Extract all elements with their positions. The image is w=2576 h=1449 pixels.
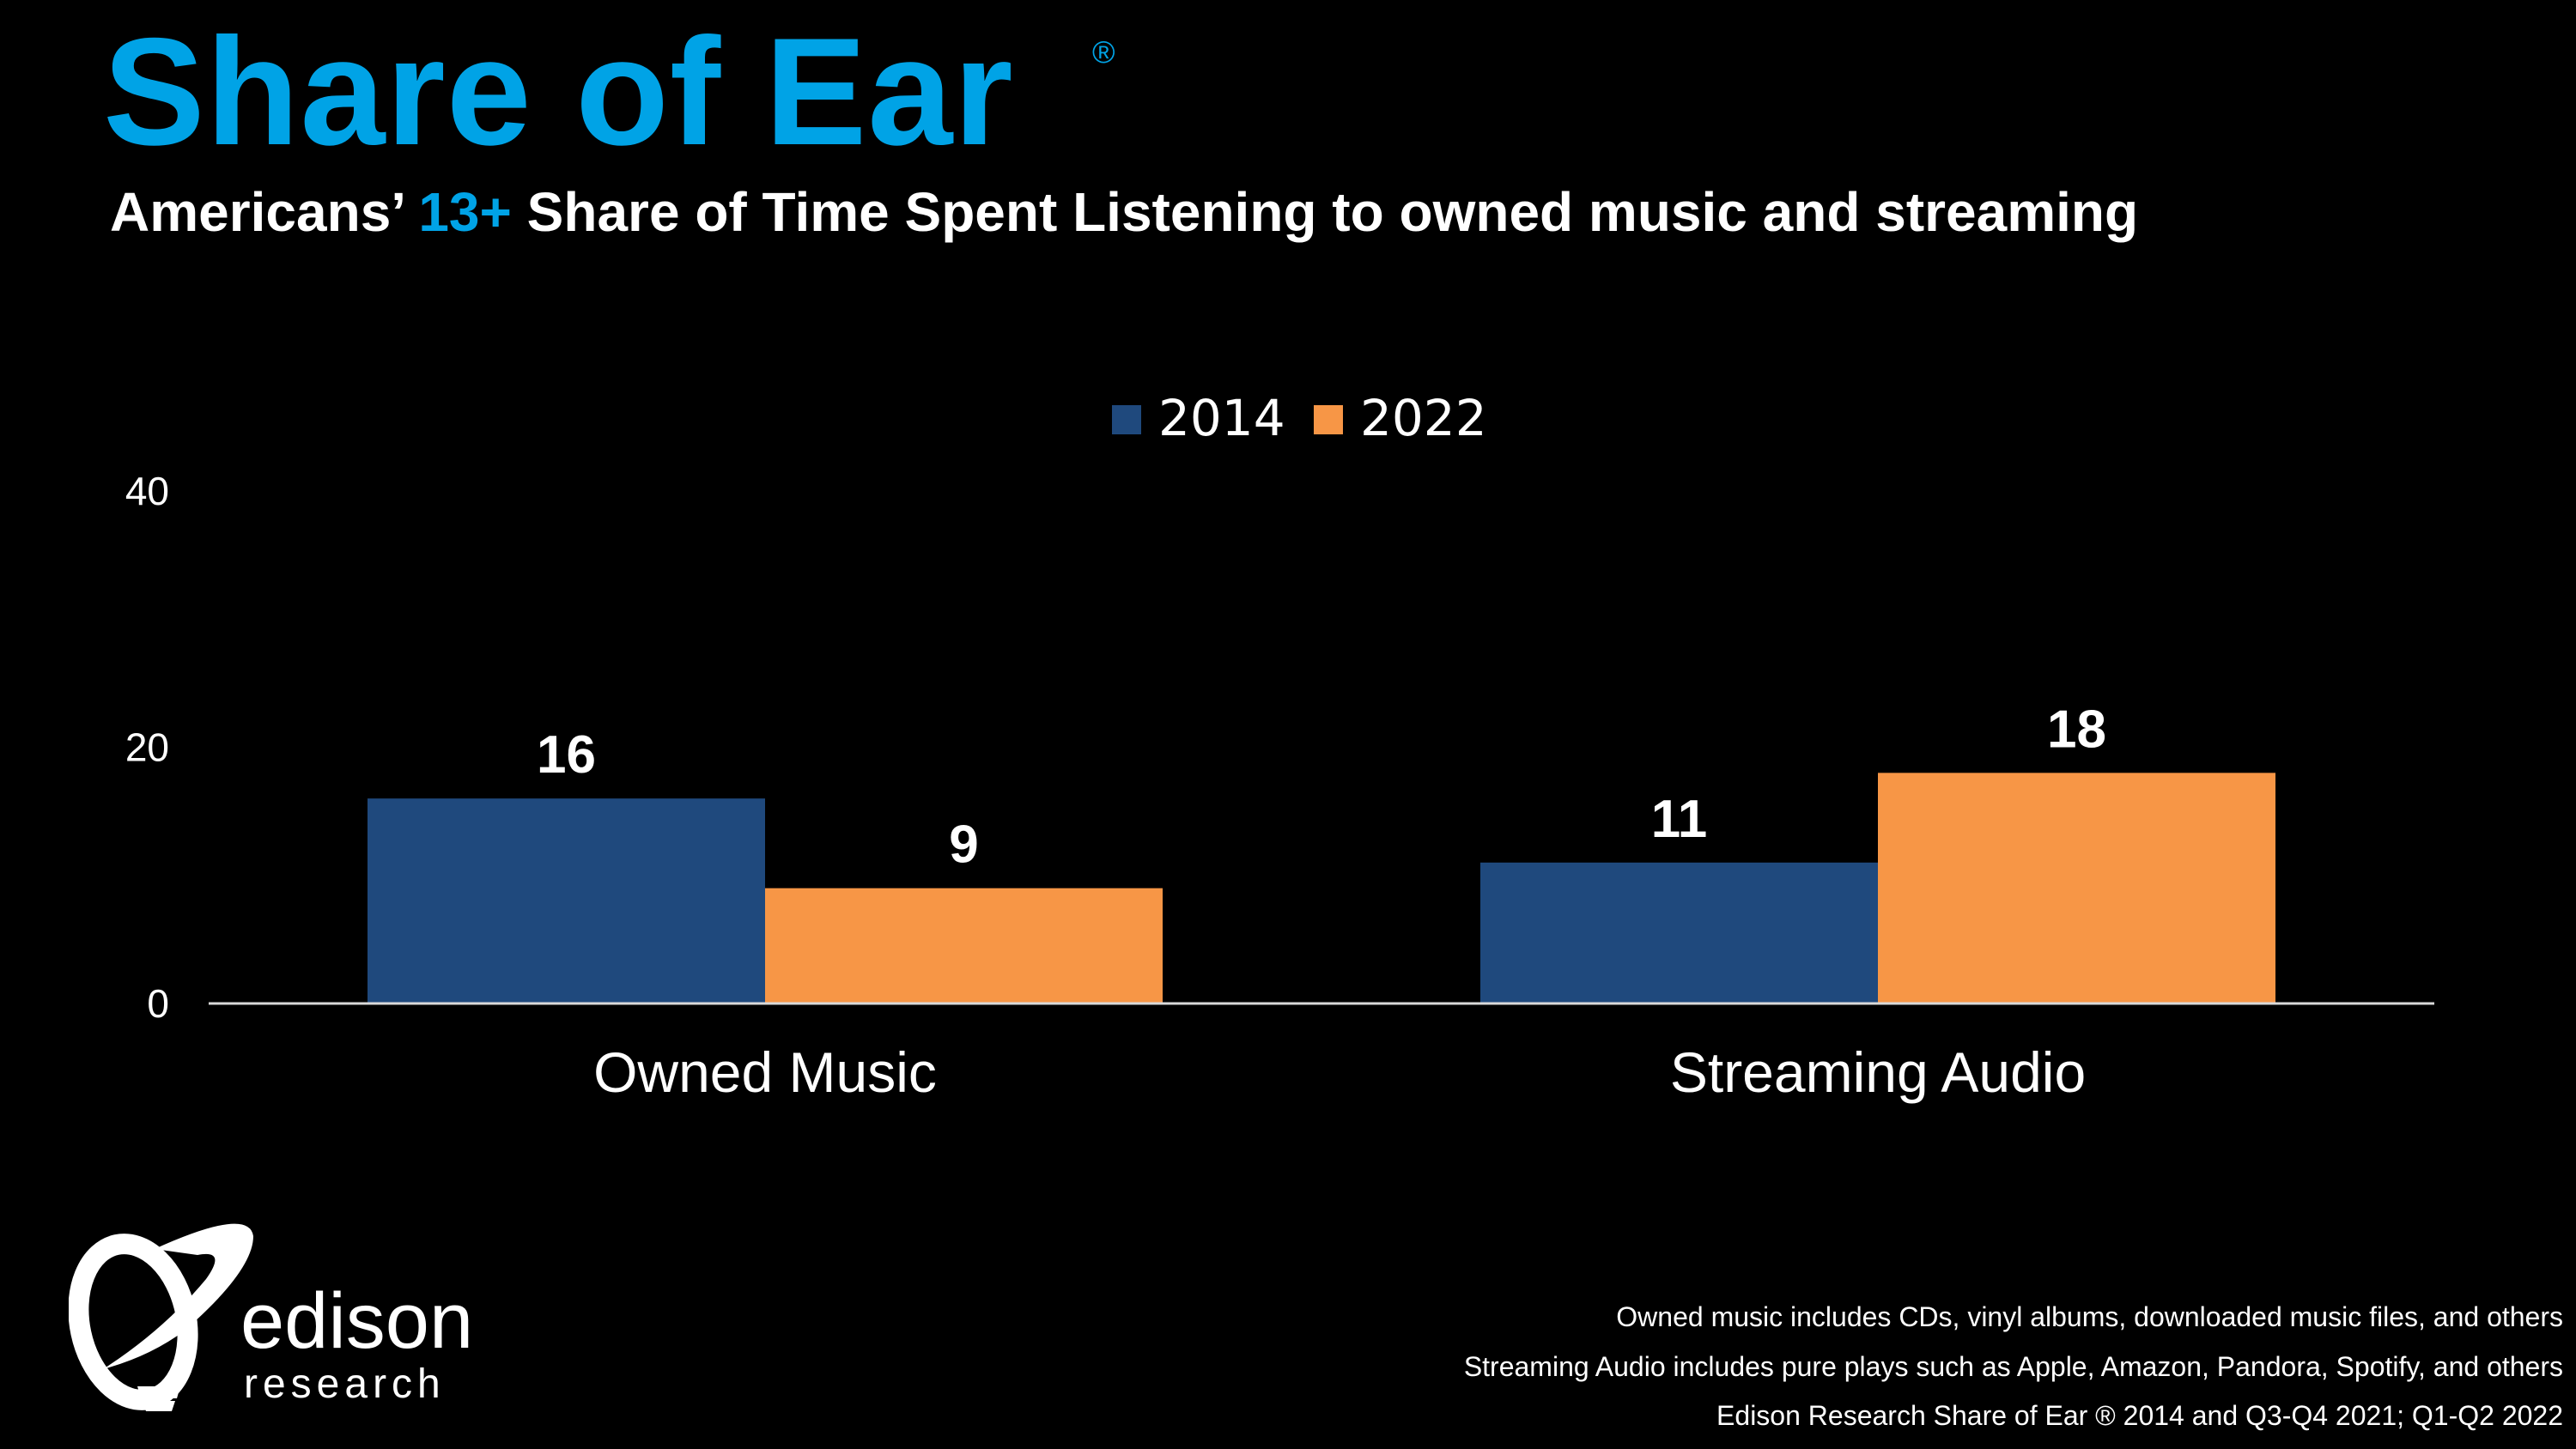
registered-mark: ® [1092, 34, 1115, 70]
legend-label: 2014 [1158, 389, 1285, 447]
legend-swatch-2022 [1314, 405, 1343, 434]
logo-wordmark: edison [240, 1277, 473, 1365]
page-subtitle: Americans’ 13+ Share of Time Spent Liste… [110, 180, 2138, 244]
data-label: 11 [1651, 790, 1708, 849]
lightbulb-logo-icon: edison research [68, 1223, 473, 1411]
page-title: Share of Ear [103, 6, 1014, 177]
bar-2022 [1878, 773, 2275, 1003]
bar-2022 [765, 888, 1163, 1003]
y-tick-label: 40 [125, 469, 169, 513]
y-tick-label: 20 [125, 725, 169, 770]
subtitle-post: Share of Time Spent Listening to owned m… [511, 181, 2139, 243]
data-label: 18 [2047, 700, 2106, 759]
data-label: 9 [949, 815, 978, 875]
legend-swatch-2014 [1112, 405, 1141, 434]
subtitle-pre: Americans’ [110, 181, 419, 243]
category-label: Owned Music [593, 1040, 937, 1104]
footnote-streaming: Streaming Audio includes pure plays such… [1463, 1351, 2563, 1382]
subtitle-highlight: 13+ [418, 181, 512, 243]
y-tick-label: 0 [147, 981, 169, 1026]
data-label: 16 [537, 725, 596, 785]
bar-2014 [368, 798, 765, 1003]
footnote-owned: Owned music includes CDs, vinyl albums, … [1616, 1301, 2563, 1332]
legend-label: 2022 [1360, 389, 1487, 447]
logo-tagline: research [244, 1361, 446, 1407]
footnote-source: Edison Research Share of Ear ® 2014 and … [1716, 1400, 2563, 1431]
edison-research-logo: edison research [68, 1219, 515, 1429]
bar-2014 [1480, 862, 1878, 1003]
category-label: Streaming Audio [1670, 1040, 2086, 1104]
